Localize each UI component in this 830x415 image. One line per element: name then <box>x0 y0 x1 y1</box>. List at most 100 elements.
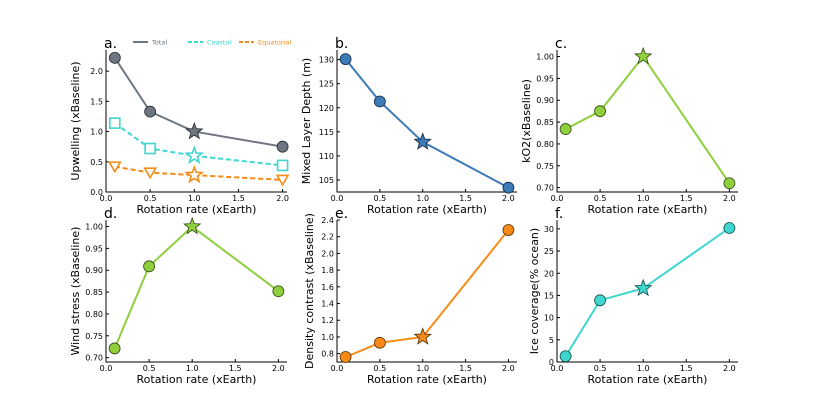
x-tick-label: 0.0 <box>331 364 344 373</box>
y-tick-label: 0.95 <box>85 244 103 253</box>
y-tick-label: 0.80 <box>85 310 103 319</box>
series-line-density-contrast <box>345 229 510 358</box>
panel-label: a. <box>104 36 117 52</box>
series-line-coastal <box>114 122 283 167</box>
y-tick-label: 1.8 <box>321 266 334 275</box>
data-point <box>144 105 157 118</box>
y-tick-label: 25 <box>544 247 554 256</box>
data-point <box>723 177 736 190</box>
axes-b <box>336 50 517 193</box>
panel-label: f. <box>555 206 563 222</box>
data-point <box>108 51 121 64</box>
y-tick-label: 0.0 <box>90 188 103 197</box>
series-line-ko2 <box>565 54 731 184</box>
data-point-baseline-star <box>413 132 432 150</box>
x-tick-label: 1.5 <box>232 194 245 203</box>
y-tick-label: 2.0 <box>321 249 334 258</box>
data-point <box>272 285 285 298</box>
y-tick-label: 20 <box>544 269 554 278</box>
x-tick-label: 1.0 <box>416 194 429 203</box>
x-tick-label: 2.0 <box>723 194 736 203</box>
y-tick-label: 1.6 <box>321 283 334 292</box>
data-point <box>144 142 156 155</box>
panel-d: 0.0 0.5 1.0 1.5 2.0 0.70 0.75 0.80 0.85 0.90 0.95 1… <box>69 206 287 386</box>
x-tick-label: 0.0 <box>100 194 113 203</box>
y-tick-label: 0.8 <box>321 350 334 359</box>
data-point-baseline-star <box>184 164 205 184</box>
y-tick-label: 0.75 <box>85 332 103 341</box>
y-axis-label: Density contrast (xBaseline) <box>303 213 316 369</box>
data-point <box>109 117 121 129</box>
x-tick-label: 0.5 <box>594 194 607 203</box>
data-point <box>502 181 515 194</box>
series-line-ice-coverage <box>564 227 730 357</box>
x-tick-label: 1.5 <box>680 364 693 373</box>
x-tick-label: 1.5 <box>459 364 472 373</box>
panel-b: 0.0 0.5 1.0 1.5 2.0 105 110 115 120 125 130 Rotatio… <box>300 36 517 216</box>
data-point <box>276 140 289 153</box>
x-tick-label: 1.5 <box>680 194 693 203</box>
data-point-baseline-star <box>634 278 653 297</box>
data-point-baseline-star <box>185 121 204 140</box>
series-line-equatorial <box>114 165 283 181</box>
y-tick-label: 1.00 <box>85 223 103 232</box>
y-tick-label: 2.0 <box>90 67 103 76</box>
y-tick-label: 0.90 <box>536 96 554 105</box>
y-tick-label: 0.5 <box>90 158 103 167</box>
x-tick-label: 2.0 <box>272 364 285 373</box>
x-tick-label: 1.5 <box>229 364 242 373</box>
x-axis-label: Rotation rate (xEarth) <box>588 373 708 386</box>
data-point <box>143 167 158 180</box>
y-tick-label: 10 <box>544 314 554 323</box>
y-tick-label: 120 <box>319 104 334 113</box>
panel-label: e. <box>335 206 348 222</box>
y-tick-label: 1.2 <box>321 316 334 325</box>
legend-entry: Total <box>151 39 167 47</box>
y-tick-label: 1.00 <box>536 53 554 62</box>
data-point-baseline-star <box>183 216 202 235</box>
x-tick-label: 0.0 <box>551 194 564 203</box>
y-tick-label: 125 <box>319 80 334 89</box>
x-tick-label: 2.0 <box>502 194 515 203</box>
data-point <box>594 294 606 307</box>
panel-e: 0.0 0.5 1.0 1.5 2.0 0.8 1.0 1.2 1.4 1.6 1.8 2.0 2.2 2… <box>303 206 517 386</box>
panel-f: 0.0 0.5 1.0 1.5 2.0 0 5 10 15 20 25 30 Rotation rate… <box>528 206 738 386</box>
y-tick-label: 110 <box>319 152 334 161</box>
legend-entry: Equatorial <box>258 39 291 47</box>
y-tick-label: 30 <box>544 225 554 234</box>
series-line-total <box>113 57 283 148</box>
y-tick-label: 105 <box>319 176 334 185</box>
x-tick-label: 1.0 <box>186 364 199 373</box>
legend: Total Coastal Equatorial <box>133 39 291 47</box>
data-point <box>723 222 736 234</box>
y-tick-label: 0.70 <box>85 354 103 363</box>
y-tick-label: 0.95 <box>536 74 554 83</box>
y-tick-label: 0.90 <box>85 266 103 275</box>
x-tick-label: 1.0 <box>188 194 201 203</box>
x-tick-label: 0.5 <box>143 364 156 373</box>
x-axis-label: Rotation rate (xEarth) <box>367 373 487 386</box>
y-axis-label: kO2(xBaseline) <box>520 79 533 163</box>
x-tick-label: 2.0 <box>723 364 736 373</box>
data-point <box>502 224 515 236</box>
y-tick-label: 5 <box>549 336 554 345</box>
data-point-baseline-star <box>413 327 432 345</box>
x-tick-label: 1.0 <box>416 364 429 373</box>
panel-a: 0.0 0.5 1.0 1.5 2.0 0.0 0.5 1.0 1.5 2.0 Rotation r… <box>69 36 291 216</box>
x-tick-label: 0.5 <box>373 194 386 203</box>
panel-label: c. <box>555 36 567 52</box>
x-axis-label: Rotation rate (xEarth) <box>137 373 257 386</box>
y-tick-label: 1.4 <box>321 300 334 309</box>
x-tick-label: 0.0 <box>551 364 564 373</box>
y-tick-label: 0.85 <box>85 288 103 297</box>
x-axis-label: Rotation rate (xEarth) <box>137 203 257 216</box>
data-point <box>143 260 155 273</box>
data-point-baseline-star <box>634 46 653 65</box>
y-tick-label: 1.0 <box>90 128 103 137</box>
y-tick-label: 0.85 <box>536 118 554 127</box>
y-axis-label: Ice coverage(% ocean) <box>528 228 541 354</box>
data-point <box>373 336 386 349</box>
data-point <box>107 161 122 174</box>
data-point <box>373 95 386 108</box>
